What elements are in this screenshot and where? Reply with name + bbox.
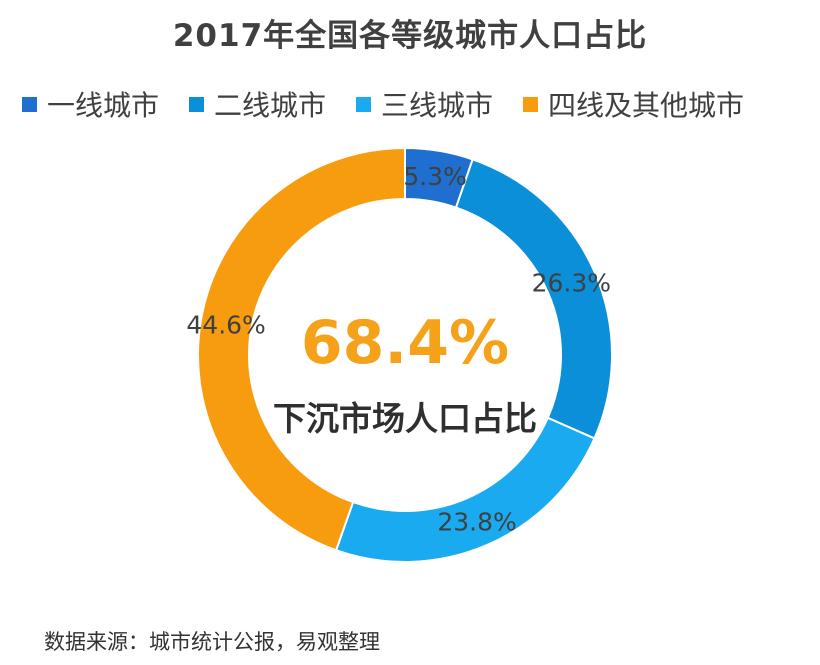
- center-value: 68.4%: [301, 308, 509, 378]
- chart-title: 2017年全国各等级城市人口占比: [172, 18, 648, 54]
- slice-tier2: [454, 158, 613, 440]
- legend: 一线城市 二线城市 三线城市 四线及其他城市: [22, 84, 812, 124]
- slice-label-tier3: 23.8%: [437, 508, 516, 537]
- legend-swatch-tier2: [189, 96, 205, 112]
- legend-item-tier2: 二线城市: [189, 84, 326, 124]
- legend-label-tier1: 一线城市: [47, 89, 160, 122]
- legend-item-tier3: 三线城市: [356, 84, 493, 124]
- slice-label-tier1: 5.3%: [403, 162, 467, 191]
- slice-group: [197, 146, 613, 563]
- slice-label-group: 5.3% 26.3% 23.8% 44.6%: [186, 162, 611, 537]
- legend-label-tier2: 二线城市: [214, 89, 327, 122]
- slice-label-tier2: 26.3%: [532, 268, 611, 297]
- legend-label-tier4: 四线及其他城市: [548, 89, 745, 122]
- slice-tier3: [334, 416, 596, 563]
- legend-swatch-tier1: [22, 96, 37, 112]
- slice-tier4: [197, 146, 406, 552]
- center-label: 下沉市场人口占比: [273, 399, 537, 438]
- legend-label-tier3: 三线城市: [381, 89, 494, 122]
- slice-label-tier4: 44.6%: [186, 310, 265, 339]
- legend-item-tier4: 四线及其他城市: [523, 84, 744, 124]
- source-note: 数据来源：城市统计公报，易观整理: [44, 630, 380, 654]
- legend-item-tier1: 一线城市: [22, 84, 159, 124]
- legend-swatch-tier4: [523, 96, 539, 112]
- legend-swatch-tier3: [356, 96, 372, 112]
